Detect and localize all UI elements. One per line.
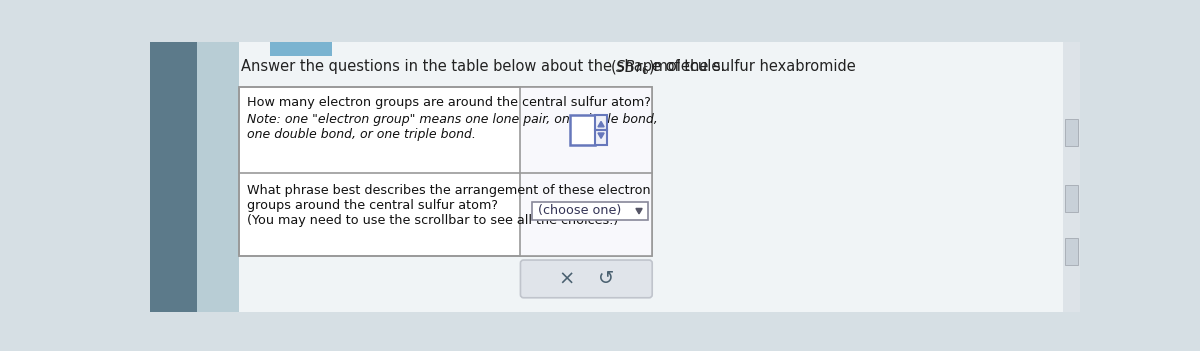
Polygon shape [636, 208, 642, 214]
Bar [1064, 185, 1079, 212]
Bar [1064, 238, 1079, 265]
Text: molecule.: molecule. [649, 59, 725, 74]
Text: How many electron groups are around the central sulfur atom?: How many electron groups are around the … [247, 96, 650, 109]
Text: (choose one): (choose one) [539, 204, 622, 217]
Polygon shape [598, 121, 604, 127]
Text: $\mathit{(}$$\mathit{SBr}$$_6$$\mathit{)}$: $\mathit{(}$$\mathit{SBr}$$_6$$\mathit{)… [611, 59, 655, 78]
Text: ↺: ↺ [598, 270, 614, 289]
Bar [1064, 119, 1079, 146]
Bar [150, 42, 197, 312]
Bar [532, 201, 648, 220]
Text: What phrase best describes the arrangement of these electron
groups around the c: What phrase best describes the arrangeme… [247, 184, 650, 227]
Bar [239, 87, 653, 256]
Bar [239, 42, 1063, 312]
Bar [239, 87, 653, 256]
Text: ×: × [558, 270, 575, 289]
Bar [570, 114, 595, 145]
Text: Answer the questions in the table below about the shape of the sulfur hexabromid: Answer the questions in the table below … [241, 59, 860, 74]
Bar [521, 87, 653, 256]
Polygon shape [598, 133, 604, 138]
Bar [197, 42, 239, 312]
Bar [270, 42, 332, 56]
Text: Note: one "electron group" means one lone pair, one single bond,
one double bond: Note: one "electron group" means one lon… [247, 113, 658, 141]
Bar [595, 130, 607, 145]
Bar [1063, 42, 1080, 312]
Bar [595, 114, 607, 130]
FancyBboxPatch shape [521, 260, 653, 298]
